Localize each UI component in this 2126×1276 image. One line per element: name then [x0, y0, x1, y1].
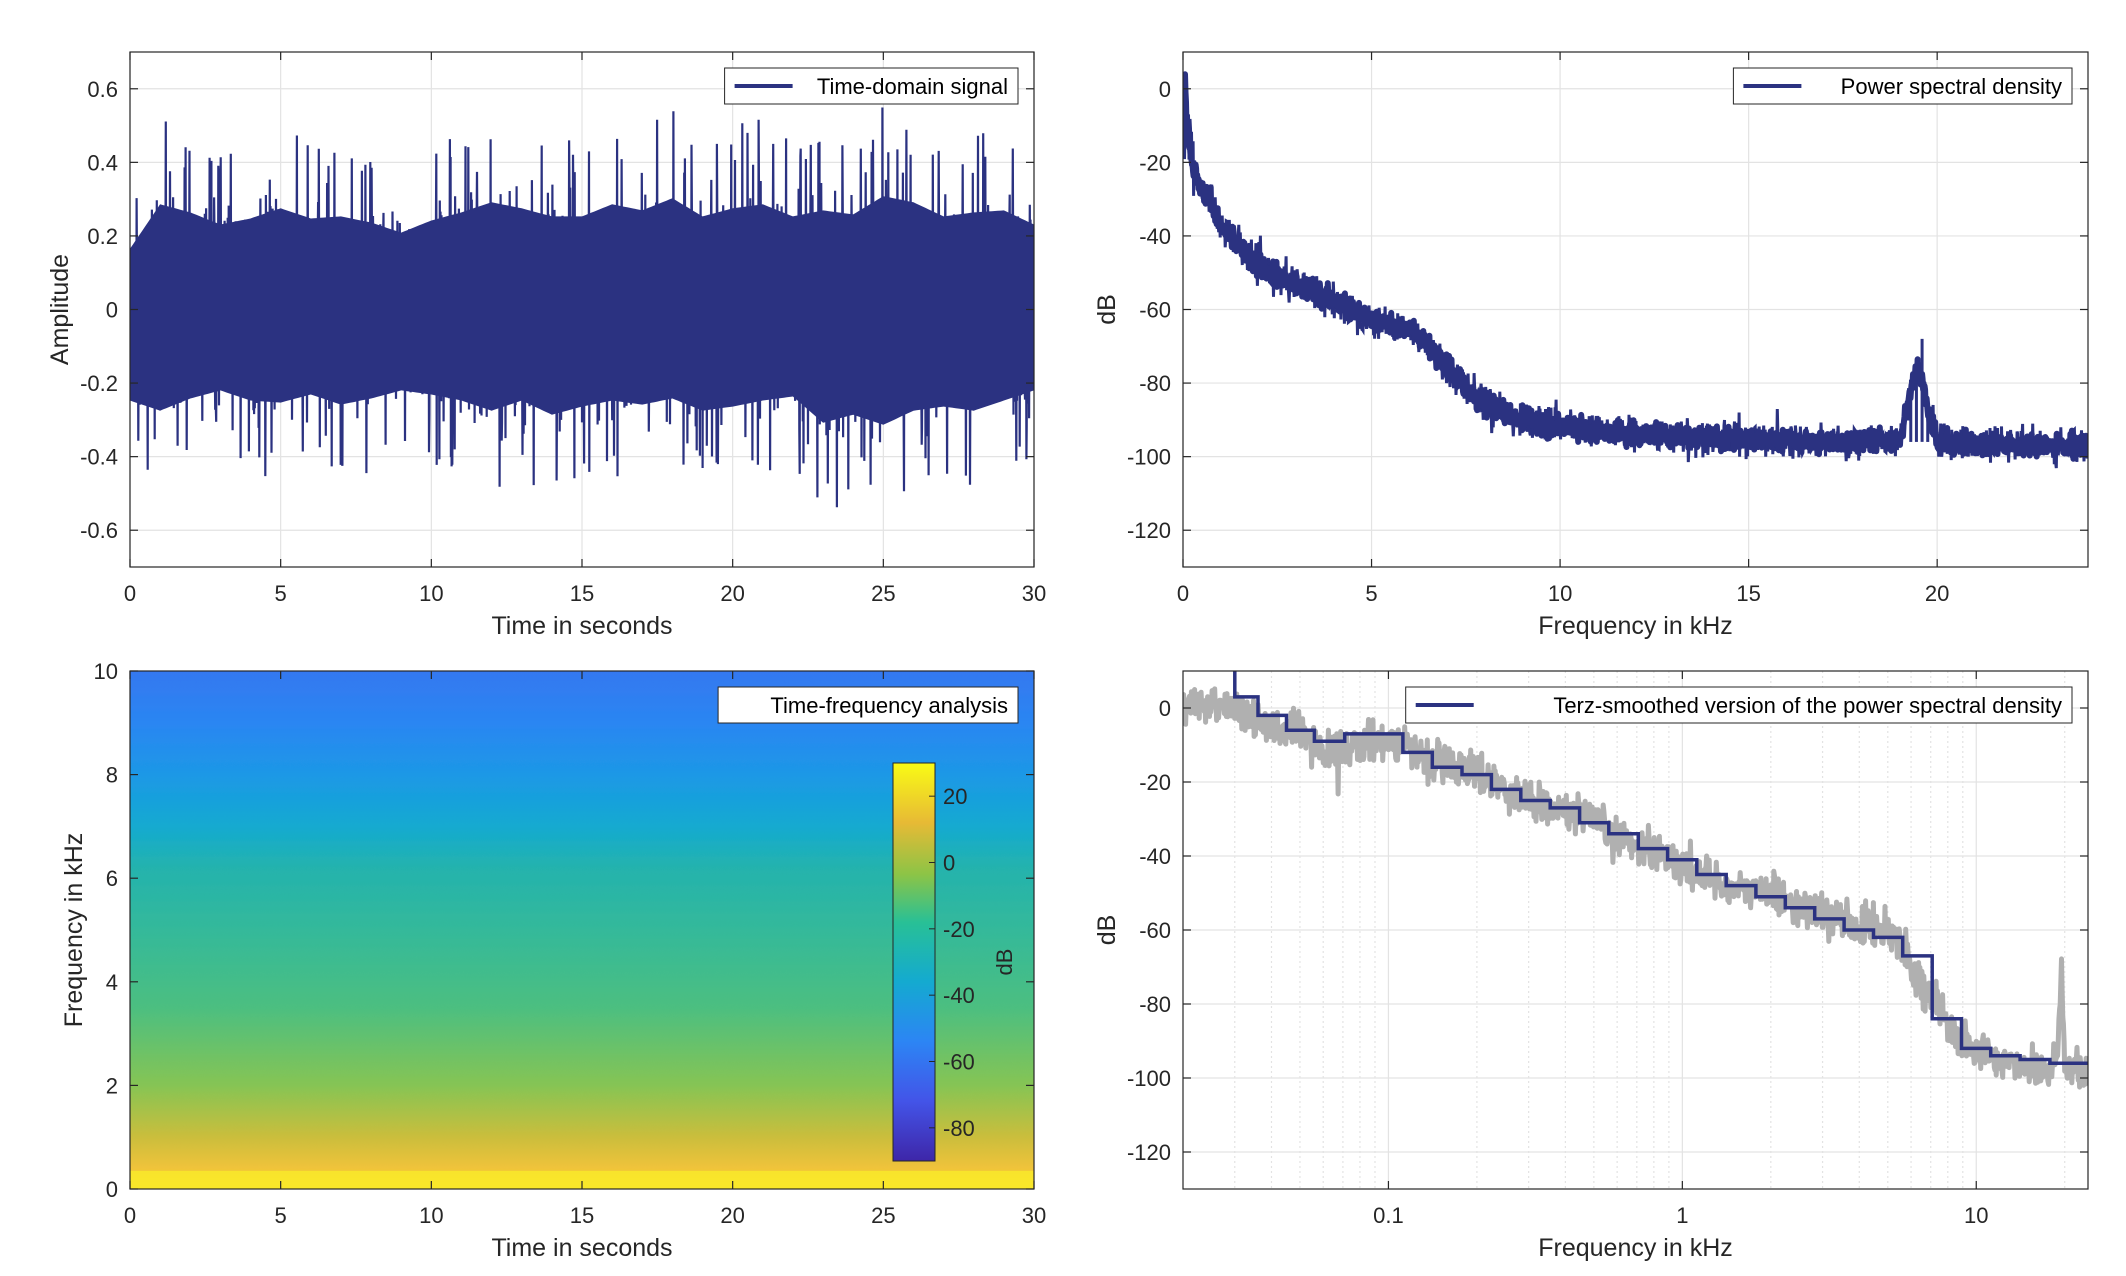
x-tick-label: 30 [1022, 581, 1046, 606]
colorbar-tick-label: -20 [943, 917, 975, 942]
y-tick-label: 0.4 [87, 150, 118, 175]
x-tick-label: 5 [1365, 581, 1377, 606]
y-tick-label: 10 [94, 659, 118, 684]
ticks [129, 670, 1035, 1190]
x-tick-label: 15 [1736, 581, 1760, 606]
y-tick-label: 8 [106, 763, 118, 788]
y-tick-label: -80 [1139, 371, 1171, 396]
spectrogram-image [130, 671, 1034, 1189]
x-axis-label: Frequency in kHz [1538, 612, 1733, 640]
y-tick-label: -60 [1139, 918, 1171, 943]
x-tick-label: 0.1 [1373, 1203, 1404, 1228]
x-tick-label: 0 [124, 581, 136, 606]
x-axis-label: Time in seconds [491, 1234, 672, 1262]
spectrogram-content [130, 671, 1034, 1189]
legend-label: Time-frequency analysis [770, 693, 1008, 718]
psd-chart: 0 5 10 15 20 0 -20 -40 -60 -80 -100 -120 Frequency i… [1093, 51, 2089, 640]
x-axis-label: Frequency in kHz [1538, 1234, 1733, 1262]
x-tick-label: 25 [871, 1203, 895, 1228]
x-tick-label: 0 [124, 1203, 136, 1228]
y-tick-label: 0.2 [87, 224, 118, 249]
ticks [129, 52, 1035, 567]
terz-psd-chart: 0.1 1 10 0 -20 -40 -60 -80 -100 -120 Frequency in … [1093, 670, 2089, 1262]
y-tick-label: -100 [1127, 445, 1171, 470]
legend: Time-domain signal [724, 67, 1019, 105]
legend-label: Terz-smoothed version of the power spect… [1553, 693, 2062, 718]
x-tick-label: 25 [871, 581, 895, 606]
signal-core-band [130, 196, 1034, 425]
y-tick-label: 2 [106, 1073, 118, 1098]
legend: Time-frequency analysis [717, 686, 1019, 724]
terz-psd-content [1183, 671, 2088, 1090]
y-tick-label: 0 [1159, 696, 1171, 721]
x-tick-label: 30 [1022, 1203, 1046, 1228]
legend-box [717, 686, 1019, 724]
x-tick-label: 10 [419, 1203, 443, 1228]
colorbar [892, 762, 936, 1162]
y-tick-label: -0.2 [80, 371, 118, 396]
y-tick-label: -80 [1139, 992, 1171, 1017]
colorbar-tick-label: 20 [943, 784, 967, 809]
x-tick-label: 10 [1964, 1203, 1988, 1228]
y-tick-label: -100 [1127, 1066, 1171, 1091]
legend-box [1405, 686, 2073, 724]
x-tick-label: 15 [570, 1203, 594, 1228]
x-tick-label: 5 [275, 581, 287, 606]
y-tick-label: 4 [106, 970, 118, 995]
x-tick-label: 10 [419, 581, 443, 606]
time-domain-content [130, 107, 1034, 508]
colorbar-tick-label: 0 [943, 851, 955, 876]
x-tick-label: 20 [1925, 581, 1949, 606]
x-tick-label: 20 [720, 581, 744, 606]
y-tick-label: -40 [1139, 844, 1171, 869]
psd-trace-thick [1183, 71, 2088, 462]
legend-label: Power spectral density [1841, 74, 2062, 99]
psd-content [1183, 71, 2088, 469]
y-tick-label: 0 [106, 1177, 118, 1202]
y-tick-label: -20 [1139, 150, 1171, 175]
raw-psd-trace [1183, 686, 2088, 1090]
y-tick-label: 0 [106, 298, 118, 323]
x-tick-label: 20 [720, 1203, 744, 1228]
x-tick-label: 5 [275, 1203, 287, 1228]
spectrogram-low-band [130, 1170, 1034, 1189]
y-tick-label: -0.4 [80, 445, 118, 470]
y-tick-label: -0.6 [80, 518, 118, 543]
y-tick-label: -120 [1127, 1140, 1171, 1165]
time-domain-chart: 0 5 10 15 20 25 30 0.6 0.4 0.2 0 -0.2 -0.4 -0.6 Time i… [46, 51, 1046, 640]
y-tick-label: -40 [1139, 224, 1171, 249]
y-tick-label: 0.6 [87, 77, 118, 102]
y-axis-label: Amplitude [46, 254, 74, 365]
legend: Power spectral density [1732, 67, 2073, 105]
y-tick-label: -20 [1139, 770, 1171, 795]
colorbar-tick-label: -80 [943, 1116, 975, 1141]
x-tick-label: 0 [1177, 581, 1189, 606]
colorbar-tick-label: -60 [943, 1050, 975, 1075]
y-axis-label: Frequency in kHz [60, 833, 88, 1028]
y-tick-label: -120 [1127, 518, 1171, 543]
x-axis-label: Time in seconds [491, 612, 672, 640]
terz-smoothed-trace [1233, 671, 2088, 1065]
y-axis-label: dB [1093, 294, 1121, 325]
y-tick-label: -60 [1139, 298, 1171, 323]
y-tick-label: 6 [106, 866, 118, 891]
colorbar-tick-label: -40 [943, 983, 975, 1008]
legend-label: Time-domain signal [817, 74, 1008, 99]
ticks [1183, 671, 2088, 1189]
x-tick-label: 10 [1548, 581, 1572, 606]
legend: Terz-smoothed version of the power spect… [1405, 686, 2073, 724]
y-axis-label: dB [1093, 915, 1121, 946]
x-tick-label: 1 [1676, 1203, 1688, 1228]
y-tick-label: 0 [1159, 77, 1171, 102]
colorbar-label: dB [992, 949, 1017, 976]
ticks [1182, 52, 2088, 567]
x-tick-label: 15 [570, 581, 594, 606]
